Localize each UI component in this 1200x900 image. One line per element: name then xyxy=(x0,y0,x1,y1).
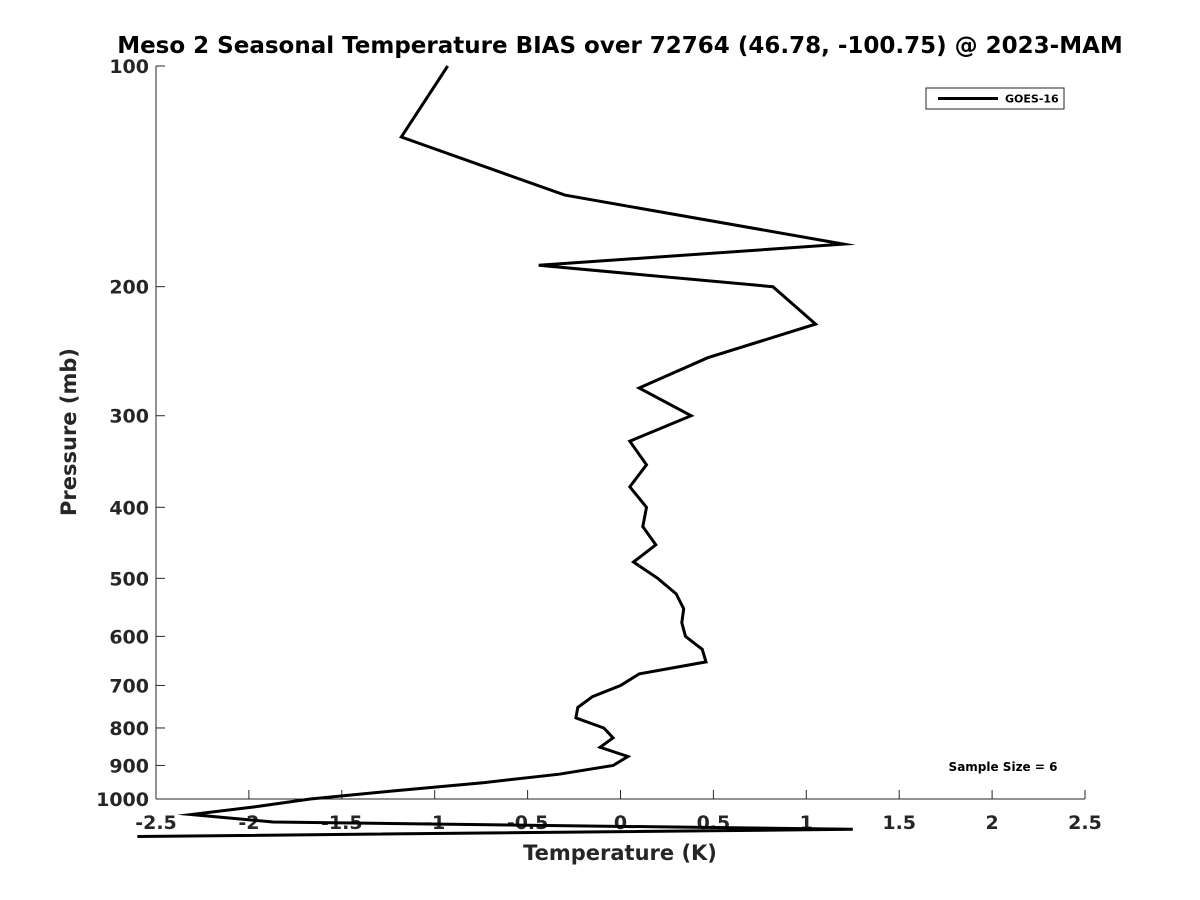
y-tick-label: 800 xyxy=(109,718,149,740)
series-layer xyxy=(137,65,856,838)
x-tick-label: 2.5 xyxy=(1068,812,1102,834)
y-tick-label: 900 xyxy=(109,755,149,777)
x-tick-label: -0.5 xyxy=(507,812,549,834)
x-axis-label: Temperature (K) xyxy=(523,841,717,865)
series-line-goes-16 xyxy=(137,65,856,838)
chart-title: Meso 2 Seasonal Temperature BIAS over 72… xyxy=(117,33,1123,59)
y-tick-label: 1000 xyxy=(96,789,149,811)
x-tick-label: 0 xyxy=(614,812,627,834)
legend-label-goes-16: GOES-16 xyxy=(1005,93,1059,106)
x-tick-label: 2 xyxy=(985,812,998,834)
y-tick-label: 100 xyxy=(109,56,149,78)
y-tick-label: 200 xyxy=(109,277,149,299)
y-tick-label: 500 xyxy=(109,568,149,590)
y-ticks: 100 200 300 400 500 600 700 800 900 1000 xyxy=(96,56,165,811)
y-tick-label: 700 xyxy=(109,675,149,697)
y-tick-label: 300 xyxy=(109,406,149,428)
legend: GOES-16 xyxy=(925,87,1065,110)
x-tick-label: 1.5 xyxy=(882,812,916,834)
y-axis-label: Pressure (mb) xyxy=(57,348,81,516)
sample-size-annotation: Sample Size = 6 xyxy=(949,760,1058,774)
y-tick-label: 400 xyxy=(109,497,149,519)
x-tick-label: -2.5 xyxy=(135,812,177,834)
x-tick-label: -2 xyxy=(238,812,259,834)
y-tick-label: 600 xyxy=(109,626,149,648)
